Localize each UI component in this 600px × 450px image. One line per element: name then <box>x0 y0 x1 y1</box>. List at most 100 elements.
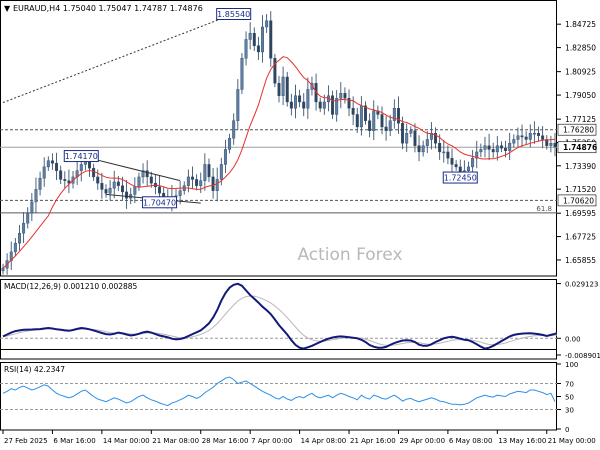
candle-body <box>388 120 392 131</box>
rsi-tick-label: 70 <box>565 381 574 389</box>
candle-body <box>339 93 343 99</box>
candle <box>306 77 310 119</box>
candle-body <box>553 142 557 148</box>
candle <box>215 167 219 202</box>
candle-body <box>467 166 470 171</box>
candle <box>446 145 450 165</box>
candle-body <box>104 189 108 194</box>
candle <box>355 107 359 133</box>
candle-body <box>240 58 244 90</box>
candle-body <box>380 114 384 128</box>
candle <box>104 184 108 198</box>
candle-body <box>92 167 96 178</box>
candle-body <box>55 162 59 171</box>
rsi-header: RSI(14) 42.2347 <box>4 365 65 374</box>
candle <box>499 141 503 153</box>
candle-body <box>413 130 417 146</box>
candle <box>59 165 63 185</box>
candle <box>203 153 207 191</box>
candle-body <box>195 179 199 186</box>
candle <box>223 139 227 174</box>
candle-body <box>495 145 499 153</box>
candle <box>409 126 413 138</box>
candle-body <box>261 26 264 53</box>
candle <box>236 79 240 131</box>
candle-body <box>541 135 545 140</box>
candle <box>207 158 211 183</box>
candle <box>298 89 302 108</box>
candle-body <box>252 33 256 46</box>
candle <box>289 93 293 116</box>
candle-body <box>392 108 396 121</box>
candle <box>495 136 499 161</box>
price-tick-label: 1.82850 <box>565 44 596 53</box>
candle-body <box>512 139 516 144</box>
candle <box>450 148 454 174</box>
swing-label-2: 1.70470 <box>142 196 178 209</box>
level-price-label: 1.70620 <box>563 196 594 205</box>
level-price-box <box>557 194 597 207</box>
candle <box>178 181 182 205</box>
candle-body <box>199 180 203 186</box>
candle-body <box>289 101 293 109</box>
candle-body <box>256 45 260 53</box>
candle <box>368 113 372 138</box>
time-tick-label: 27 Feb 2025 <box>4 437 48 445</box>
chart-header-arrow: ▼ <box>4 4 11 13</box>
time-tick-label: 14 Apr 08:00 <box>301 437 347 445</box>
candle-body <box>537 132 540 136</box>
rsi-tick-label: 0 <box>565 426 569 434</box>
candle <box>512 134 516 148</box>
candle <box>508 132 512 161</box>
candle-body <box>545 139 549 146</box>
candle <box>541 126 545 149</box>
candle <box>364 101 367 125</box>
candle <box>186 169 190 193</box>
candle <box>285 71 289 107</box>
swing-label-3: 1.72450 <box>442 171 478 184</box>
candle <box>256 36 260 60</box>
candle <box>13 238 17 257</box>
candle <box>1 263 5 275</box>
candle <box>63 171 67 188</box>
candle <box>125 180 129 209</box>
candle <box>18 225 21 251</box>
candle <box>491 142 495 158</box>
candle-body <box>549 142 553 146</box>
candle-body <box>108 187 112 194</box>
candle-body <box>491 149 495 153</box>
candle-body <box>450 157 454 165</box>
candle-body <box>376 110 380 115</box>
time-tick-label: 14 Mar 00:00 <box>103 437 150 445</box>
candle <box>483 136 487 158</box>
candle-body <box>425 139 429 146</box>
candle <box>281 66 285 106</box>
candle <box>537 126 540 142</box>
candle <box>347 89 351 117</box>
swing-label-box <box>63 150 99 163</box>
candle <box>417 135 421 162</box>
swing-label-text: 1.74170 <box>65 152 98 161</box>
candle-body <box>63 179 67 181</box>
candle-body <box>528 132 532 140</box>
candle-body <box>355 114 359 128</box>
candle <box>454 160 458 171</box>
candle <box>532 121 536 144</box>
candle-body <box>347 98 351 109</box>
candle-body <box>59 170 63 180</box>
candle <box>92 163 96 181</box>
candle <box>269 11 273 67</box>
candle-body <box>401 122 405 144</box>
candle <box>380 106 384 135</box>
macd-header: MACD(12,26,9) 0.001210 0.002885 <box>4 282 138 291</box>
candle-body <box>38 177 42 190</box>
macd-main-line <box>2 282 557 350</box>
price-panel <box>0 0 557 277</box>
candle-body <box>236 89 240 121</box>
candle-body <box>100 182 104 190</box>
price-tick-label: 1.79050 <box>565 91 596 100</box>
candle <box>277 75 281 103</box>
candle <box>545 135 549 150</box>
candle-body <box>215 179 219 191</box>
